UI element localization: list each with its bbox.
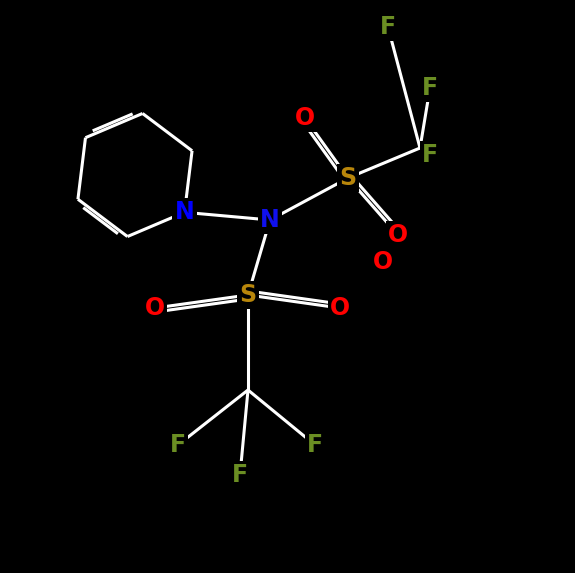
Text: S: S bbox=[339, 166, 356, 190]
Text: F: F bbox=[307, 433, 323, 457]
Text: N: N bbox=[175, 201, 194, 224]
Text: F: F bbox=[422, 143, 438, 167]
Text: O: O bbox=[295, 106, 315, 130]
Text: O: O bbox=[373, 250, 393, 274]
Text: O: O bbox=[388, 223, 408, 247]
Text: O: O bbox=[145, 296, 165, 320]
Text: S: S bbox=[239, 283, 256, 307]
Text: F: F bbox=[170, 433, 186, 457]
Text: F: F bbox=[422, 76, 438, 100]
Text: F: F bbox=[380, 15, 396, 39]
Text: O: O bbox=[330, 296, 350, 320]
Text: F: F bbox=[232, 463, 248, 487]
Text: N: N bbox=[260, 208, 280, 232]
